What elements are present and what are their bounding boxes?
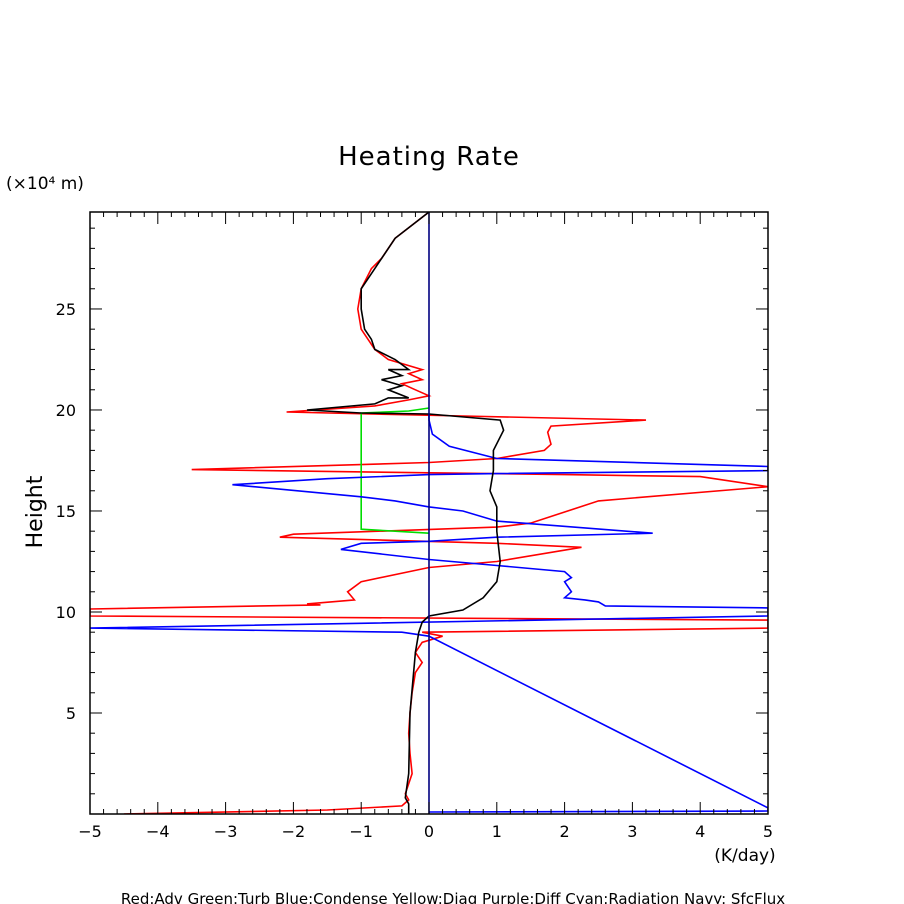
y-tick-label: 5: [66, 704, 76, 723]
x-tick-label: −3: [214, 822, 238, 841]
x-tick-label: −5: [78, 822, 102, 841]
y-tick-label: 10: [56, 603, 76, 622]
x-tick-label: 1: [492, 822, 502, 841]
legend-text: Red:Adv Green:Turb Blue:Condense Yellow:…: [121, 890, 785, 904]
series-layer: [90, 212, 768, 814]
x-tick-label: 0: [424, 822, 434, 841]
series-line-total: [306, 212, 505, 814]
x-tick-label: 4: [695, 822, 705, 841]
x-tick-label: −4: [146, 822, 170, 841]
series-line-condense: [90, 414, 768, 813]
series-line-adv: [90, 212, 768, 814]
x-tick-label: 2: [560, 822, 570, 841]
series-line-turb: [360, 407, 430, 534]
x-tick-label: 5: [763, 822, 773, 841]
x-axis-label: (K/day): [714, 846, 775, 866]
y-axis-unit: (×10⁴ m): [6, 174, 84, 194]
plot-frame: [89, 211, 769, 815]
y-tick-label: 25: [56, 300, 76, 319]
y-tick-label: 20: [56, 401, 76, 420]
y-tick-label: 15: [56, 502, 76, 521]
axis-ticks: −5 −4 −3 −2 −1 0 1 2 3 4 5 5 10 15 20 25: [56, 212, 773, 841]
x-tick-label: 3: [627, 822, 637, 841]
x-tick-label: −2: [282, 822, 306, 841]
x-tick-label: −1: [349, 822, 373, 841]
chart-title: Heating Rate: [338, 142, 520, 172]
y-axis-label: Height: [23, 475, 48, 548]
